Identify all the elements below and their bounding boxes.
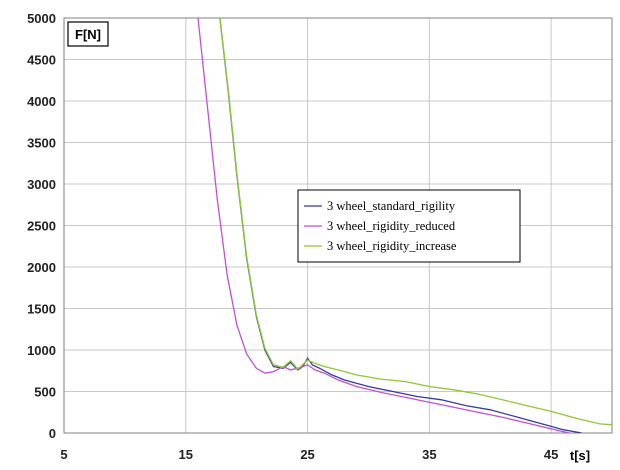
- y-tick-label: 1000: [27, 343, 56, 358]
- legend: 3 wheel_standard_rigility 3 wheel_rigidi…: [297, 189, 521, 263]
- y-tick-label: 5000: [27, 11, 56, 26]
- legend-box: [297, 189, 521, 263]
- x-axis-ticks: 5 15 25 35 45: [60, 447, 558, 462]
- y-axis-ticks: 0 500 1000 1500 2000 2500 3000 3500 4000 4500 5000: [27, 11, 56, 441]
- x-axis-label: t[s]: [570, 448, 590, 463]
- legend-item-increase: 3 wheel_rigidity_increase: [304, 239, 457, 253]
- legend-label-reduced: 3 wheel_rigidity_reduced: [327, 219, 456, 233]
- y-tick-label: 3500: [27, 136, 56, 151]
- y-tick-label: 0: [49, 426, 56, 441]
- legend-item-standard: 3 wheel_standard_rigility: [304, 199, 456, 213]
- y-tick-label: 3000: [27, 177, 56, 192]
- x-tick-label: 35: [422, 447, 436, 462]
- series-line-reduced: [197, 18, 570, 433]
- plot-area: [63, 17, 613, 434]
- x-tick-label: 45: [544, 447, 558, 462]
- y-tick-label: 500: [34, 385, 56, 400]
- x-tick-label: 15: [179, 447, 193, 462]
- y-tick-label: 2000: [27, 260, 56, 275]
- legend-label-standard: 3 wheel_standard_rigility: [327, 199, 456, 213]
- x-tick-label: 5: [60, 447, 67, 462]
- y-axis-label: F[N]: [75, 27, 101, 42]
- series-layer: [197, 18, 612, 433]
- y-tick-label: 4000: [27, 94, 56, 109]
- y-axis-label-box: F[N]: [67, 21, 109, 47]
- y-tick-label: 2500: [27, 219, 56, 234]
- series-line-increase: [219, 18, 612, 426]
- legend-item-reduced: 3 wheel_rigidity_reduced: [304, 219, 456, 233]
- x-tick-label: 25: [300, 447, 314, 462]
- y-tick-label: 4500: [27, 53, 56, 68]
- y-tick-label: 1500: [27, 302, 56, 317]
- legend-label-increase: 3 wheel_rigidity_increase: [327, 239, 457, 253]
